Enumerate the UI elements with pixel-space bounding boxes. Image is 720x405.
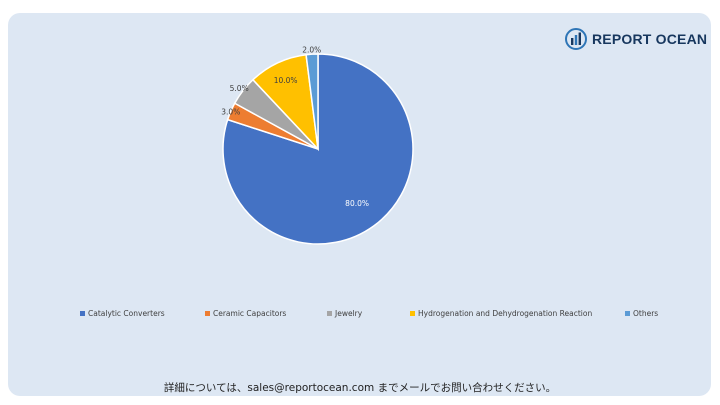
slice-data-label: 3.0% [221, 107, 240, 116]
legend-item: Jewelry [327, 309, 362, 318]
legend-label: Hydrogenation and Dehydrogenation Reacti… [418, 309, 593, 318]
legend-item: Ceramic Capacitors [205, 309, 286, 318]
slice-data-label: 80.0% [345, 199, 369, 208]
legend-label: Ceramic Capacitors [213, 309, 287, 318]
contact-footer: 詳細については、sales@reportocean.com までメールでお問い合… [163, 382, 557, 394]
legend-label: Jewelry [335, 309, 363, 318]
legend-swatch [327, 311, 332, 316]
legend-item: Others [625, 309, 658, 318]
legend-label: Catalytic Converters [88, 309, 165, 318]
slice-data-label: 10.0% [274, 76, 298, 85]
pie-slice [305, 53, 319, 150]
report-ocean-logo-icon [565, 28, 587, 50]
legend-swatch [80, 311, 85, 316]
slice-data-label: 2.0% [302, 45, 321, 54]
slice-data-label: 5.0% [230, 84, 249, 93]
legend-swatch [410, 311, 415, 316]
brand-logo: REPORT OCEAN [565, 27, 707, 51]
brand-name: REPORT OCEAN [592, 31, 708, 47]
legend-swatch [205, 311, 210, 316]
legend-label: Others [633, 309, 659, 318]
legend-swatch [625, 311, 630, 316]
legend-item: Hydrogenation and Dehydrogenation Reacti… [410, 309, 592, 318]
legend-item: Catalytic Converters [80, 309, 165, 318]
